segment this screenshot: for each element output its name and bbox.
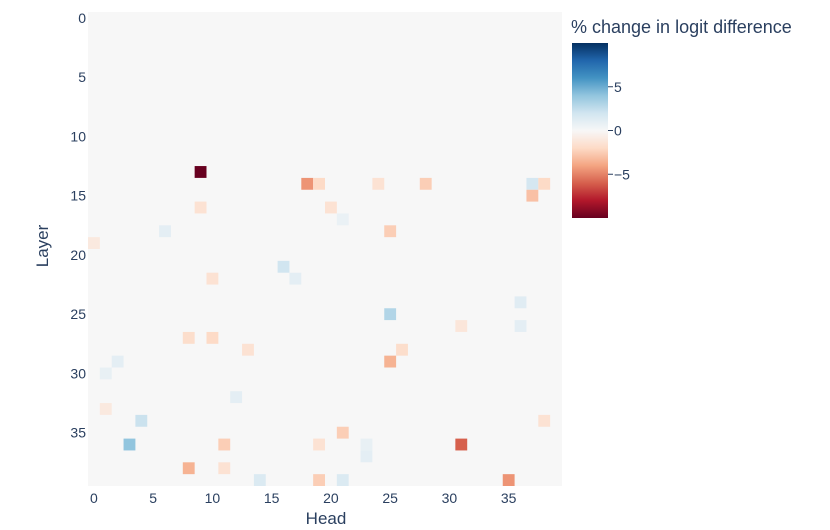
heatmap-cell	[336, 474, 349, 486]
y-tick-label: 0	[78, 10, 86, 26]
heatmap-cell	[159, 225, 171, 238]
x-tick-label: 25	[382, 490, 398, 506]
x-tick-label: 5	[149, 490, 157, 506]
x-tick-label: 15	[264, 490, 280, 506]
colorbar	[572, 43, 608, 218]
heatmap-cell	[301, 177, 314, 190]
heatmap-cell	[502, 474, 515, 486]
heatmap-cell	[538, 414, 551, 427]
heatmap-cell	[88, 237, 100, 249]
x-tick-label: 10	[205, 490, 221, 506]
heatmap-cell	[313, 474, 325, 486]
heatmap-cell	[135, 414, 148, 427]
heatmap-cell	[538, 177, 551, 190]
heatmap-cell	[242, 343, 254, 356]
heatmap-cell	[313, 438, 325, 451]
heatmap-cell	[514, 296, 527, 309]
heatmap-cell	[384, 308, 397, 321]
y-axis-title: Layer	[33, 224, 52, 267]
heatmap-cell	[182, 462, 195, 475]
colorbar-tick-label: 0	[614, 123, 622, 139]
heatmap-cell	[372, 177, 385, 190]
heatmap-cell	[99, 367, 112, 380]
heatmap-cell	[123, 438, 136, 451]
heatmap-cell	[419, 177, 432, 190]
heatmap-cell	[526, 189, 539, 202]
y-tick-label: 20	[70, 247, 86, 263]
x-tick-label: 35	[501, 490, 517, 506]
y-tick-label: 15	[70, 188, 86, 204]
heatmap-background	[88, 12, 562, 486]
heatmap-cell	[384, 355, 397, 368]
heatmap-cell	[360, 438, 373, 451]
heatmap-cell	[182, 331, 195, 344]
colorbar-title: % change in logit difference	[571, 17, 792, 37]
colorbar-tick-label: 5	[614, 79, 622, 95]
heatmap-cell	[336, 213, 349, 226]
colorbar-ticks: 5 0 −5	[608, 79, 630, 182]
heatmap-cell	[253, 474, 266, 486]
heatmap-cell	[230, 391, 243, 404]
heatmap-cell	[277, 260, 290, 273]
y-tick-label: 25	[70, 306, 86, 322]
y-tick-label: 10	[70, 128, 86, 144]
heatmap-cell	[455, 438, 468, 451]
x-tick-label: 20	[323, 490, 339, 506]
heatmap-cell	[289, 272, 302, 285]
heatmap-cell	[384, 225, 397, 238]
heatmap-cell	[111, 355, 124, 368]
colorbar-tick-label: −5	[614, 166, 630, 182]
y-tick-label: 30	[70, 365, 86, 381]
y-tick-label: 5	[78, 69, 86, 85]
heatmap-cell	[396, 343, 408, 356]
heatmap-cell	[514, 320, 527, 332]
x-axis-title: Head	[306, 509, 347, 528]
heatmap-cell	[99, 403, 112, 415]
heatmap-cell	[206, 272, 219, 285]
x-axis-ticks: 0 5 10 15 20 25 30 35	[90, 490, 517, 506]
heatmap-cell	[206, 331, 219, 344]
y-axis-ticks: 0 5 10 15 20 25 30 35	[70, 10, 86, 441]
plot-area	[88, 12, 562, 486]
x-tick-label: 30	[442, 490, 458, 506]
y-tick-label: 35	[70, 425, 86, 441]
heatmap-cell	[313, 177, 325, 190]
heatmap-cell	[194, 166, 207, 178]
heatmap-cell	[526, 177, 539, 190]
heatmap-cell	[360, 450, 373, 463]
heatmap-cell	[336, 426, 349, 439]
heatmap-cell	[218, 438, 231, 451]
heatmap-cell	[455, 320, 468, 332]
heatmap-cell	[194, 201, 207, 214]
heatmap-cell	[325, 201, 337, 214]
heatmap-cell	[218, 462, 231, 475]
x-tick-label: 0	[90, 490, 98, 506]
